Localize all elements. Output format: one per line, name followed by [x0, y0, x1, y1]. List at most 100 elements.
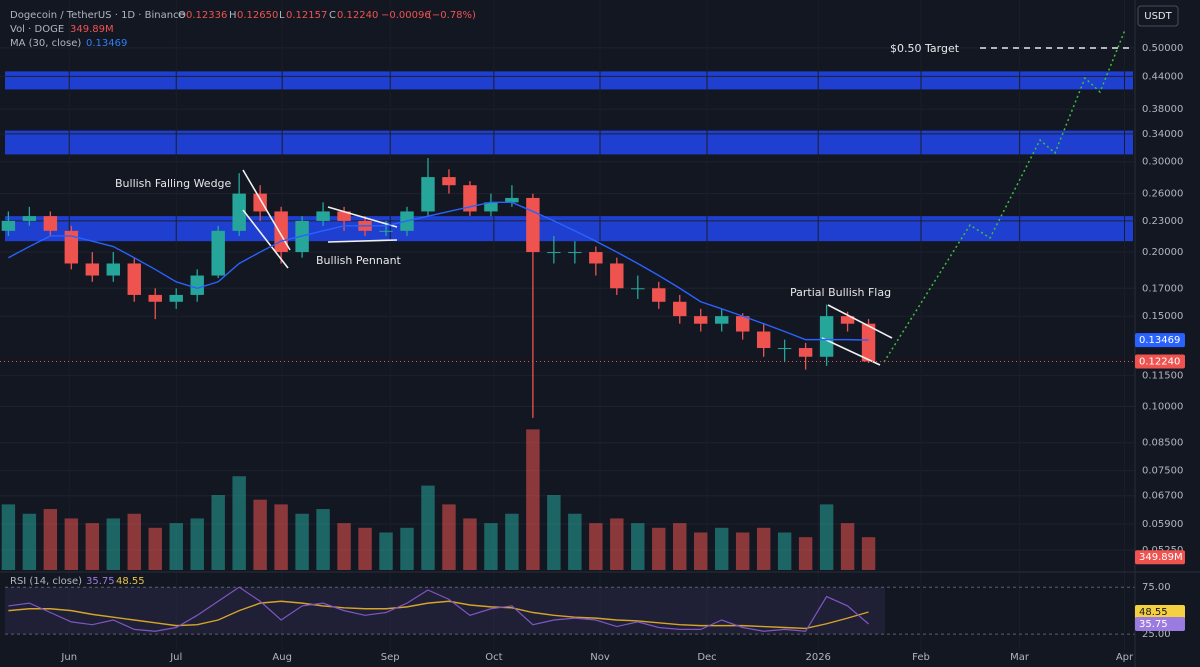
rsi-tick-label: 25.00 [1142, 629, 1171, 640]
volume-bar [232, 476, 246, 570]
volume-bar [526, 429, 540, 570]
candle-body [253, 193, 267, 212]
volume-tag-box [1135, 550, 1185, 565]
volume-bar [714, 527, 729, 570]
candle-body [631, 288, 645, 290]
candle-body [232, 193, 246, 231]
y-tick-label: 0.17000 [1142, 283, 1183, 294]
projection-path [883, 29, 1126, 363]
volume-bar [64, 518, 79, 570]
volume-bar [148, 527, 162, 570]
annotation: Partial Bullish Flag [790, 286, 891, 299]
volume-tag: 349.89M [1139, 552, 1183, 563]
y-tick-label: 0.38000 [1142, 104, 1183, 115]
rsi-value: 35.75 [86, 576, 115, 587]
x-tick-label: Nov [590, 652, 610, 663]
volume-bar [777, 532, 792, 570]
volume-bar [400, 527, 414, 570]
rsi-ma-value: 48.55 [116, 576, 145, 587]
candle-body [64, 230, 79, 264]
volume-bar [840, 523, 855, 570]
volume-bar [756, 527, 771, 570]
volume-bar [190, 518, 204, 570]
x-tick-label: Dec [697, 652, 716, 663]
volume-bar [694, 532, 708, 570]
resistance-zone [5, 71, 1133, 90]
volume-bar [484, 523, 498, 570]
ohlc-key: C [329, 10, 336, 21]
y-tick-label: 0.23000 [1142, 216, 1183, 227]
y-tick-label: 0.08500 [1142, 438, 1183, 449]
rsi-tick-label: 75.00 [1142, 582, 1171, 593]
candle-body [127, 263, 141, 295]
rsi-tag: 35.75 [1139, 619, 1168, 630]
volume-bar [673, 523, 687, 570]
volume-bar [43, 509, 58, 570]
candles [1, 158, 876, 418]
candle-body [526, 197, 540, 253]
y-tick-label: 0.26000 [1142, 189, 1183, 200]
y-tick-label: 0.15000 [1142, 311, 1183, 322]
candle-body [1, 220, 16, 231]
ohlc-key: O [178, 10, 186, 21]
rsi-tag-box [1135, 616, 1185, 631]
volume-bar [1, 504, 16, 570]
change: −0.00096 [381, 10, 431, 21]
ohlc-value: 0.12650 [237, 10, 278, 21]
candle-body [463, 185, 477, 212]
candle-body [735, 316, 750, 332]
flag-line [821, 337, 881, 366]
candle-body [673, 301, 687, 317]
currency[interactable]: USDT [1144, 11, 1172, 22]
y-tick-label: 0.44000 [1142, 71, 1183, 82]
volume-bar [631, 523, 645, 570]
candle-body [505, 197, 519, 203]
volume-bar [568, 513, 582, 570]
ohlc-key: H [229, 10, 237, 21]
indicator-lines [0, 201, 1135, 632]
volume-bars [1, 429, 876, 570]
y-tick-label: 0.06700 [1142, 491, 1183, 502]
ohlc-value: 0.12240 [337, 10, 378, 21]
y-tick-label: 0.50000 [1142, 43, 1183, 54]
annotation: Bullish Pennant [316, 254, 402, 267]
annotation: Bullish Falling Wedge [115, 177, 232, 190]
candle-body [106, 263, 121, 276]
volume-title: Vol · DOGE [10, 24, 64, 35]
candle-body [148, 294, 162, 302]
candle-body [484, 202, 498, 212]
volume-bar [337, 523, 351, 570]
x-tick-label: Sep [381, 652, 400, 663]
volume-bar [505, 513, 519, 570]
rsi-ma-tag-box [1135, 604, 1185, 619]
annotation: $0.50 Target [890, 42, 960, 55]
volume-bar [22, 513, 37, 570]
ohlc-value: 0.12157 [286, 10, 327, 21]
candle-body [316, 211, 330, 221]
volume-bar [547, 495, 561, 570]
symbol-title: Dogecoin / TetherUS · 1D · Binance [10, 10, 185, 21]
y-tick-label: 0.34000 [1142, 129, 1183, 140]
volume-bar [211, 495, 225, 570]
volume-bar [295, 513, 309, 570]
candle-body [274, 211, 288, 253]
price-tag: 0.12240 [1139, 356, 1180, 367]
axes: 0.50000 0.44000 0.38000 0.34000 0.30000 0.260… [60, 43, 1185, 663]
x-tick-label: Feb [912, 652, 930, 663]
candle-body [861, 323, 876, 362]
ma-value: 0.13469 [86, 38, 127, 49]
volume-bar [798, 537, 813, 570]
candle-body [190, 275, 204, 295]
candle-body [379, 230, 393, 232]
volume-bar [819, 504, 834, 570]
rsi-line [8, 586, 869, 632]
ohlc-value: 0.12336 [186, 10, 227, 21]
x-tick-label: Jul [169, 652, 182, 663]
rsi-band [5, 587, 885, 635]
y-tick-label: 0.30000 [1142, 157, 1183, 168]
volume-bar [861, 537, 876, 570]
zones [5, 71, 1133, 242]
volume-bar [463, 518, 477, 570]
currency-box[interactable] [1137, 5, 1179, 27]
